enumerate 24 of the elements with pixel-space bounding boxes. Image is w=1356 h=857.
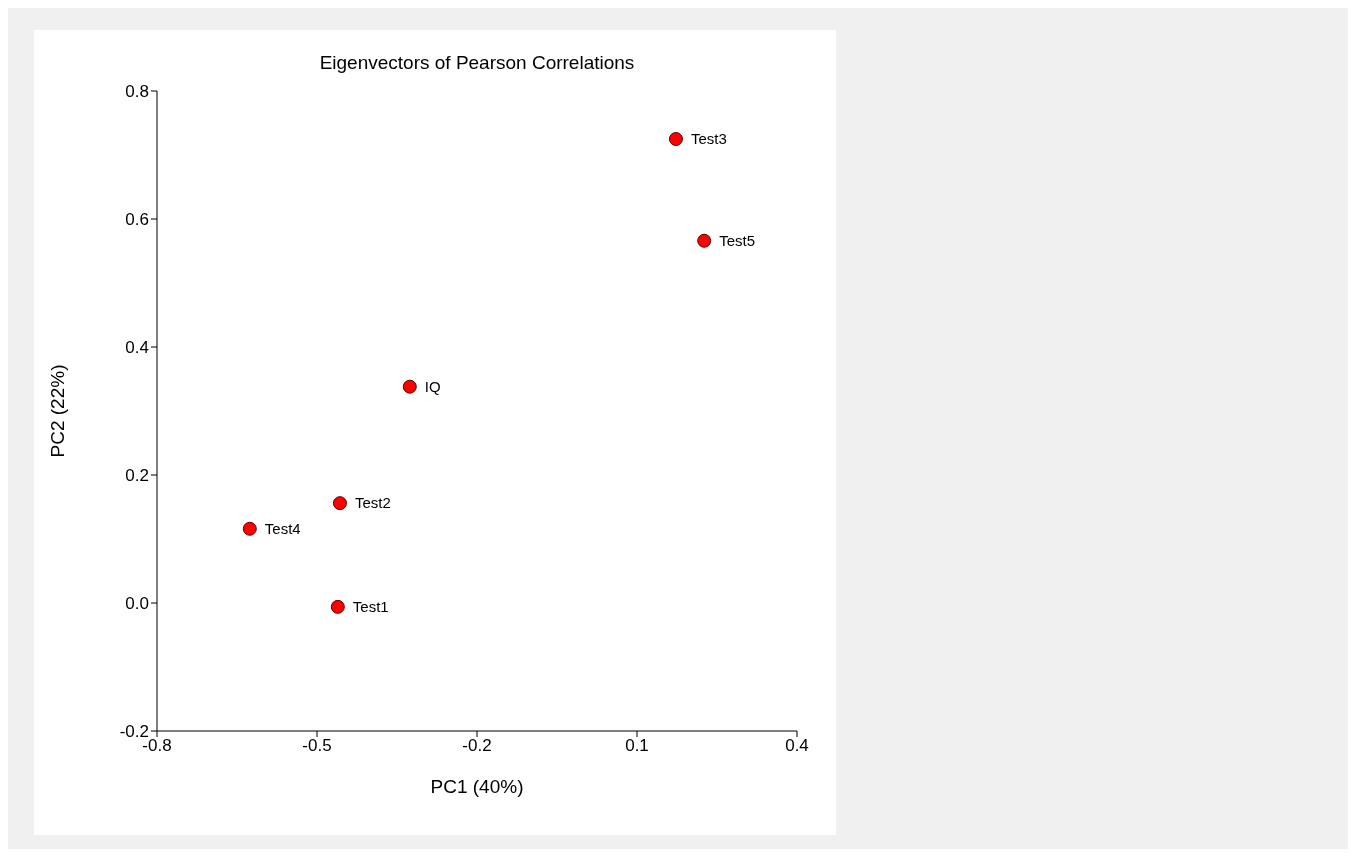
x-axis-title: PC1 (40%)	[430, 776, 524, 797]
point	[402, 379, 417, 394]
x-tick-label: 0.4	[785, 736, 809, 756]
y-tick-label: 0.0	[125, 594, 149, 614]
x-tick-label: -0.2	[462, 736, 492, 756]
y-tick-label: 0.4	[125, 338, 149, 358]
x-tick-label: 0.1	[625, 736, 649, 756]
y-tick-label: 0.2	[125, 466, 149, 486]
series-label: Test2	[354, 494, 391, 512]
point	[668, 132, 683, 146]
point	[242, 521, 257, 536]
y-tick-label: 0.8	[125, 82, 149, 102]
series-label: Test4	[264, 519, 301, 537]
series-label: IQ	[424, 377, 441, 395]
series-label: Test3	[690, 130, 727, 147]
series-label: Test5	[719, 231, 756, 249]
point	[330, 599, 345, 614]
point	[332, 496, 347, 511]
y-axis-title: PC2 (22%)	[46, 364, 68, 458]
x-tick-label: -0.5	[302, 736, 332, 756]
series-label: Test1	[352, 597, 389, 615]
point	[697, 233, 712, 248]
y-tick-label: 0.6	[125, 210, 149, 230]
chart-title: Eigenvectors of Pearson Correlations	[318, 52, 636, 74]
